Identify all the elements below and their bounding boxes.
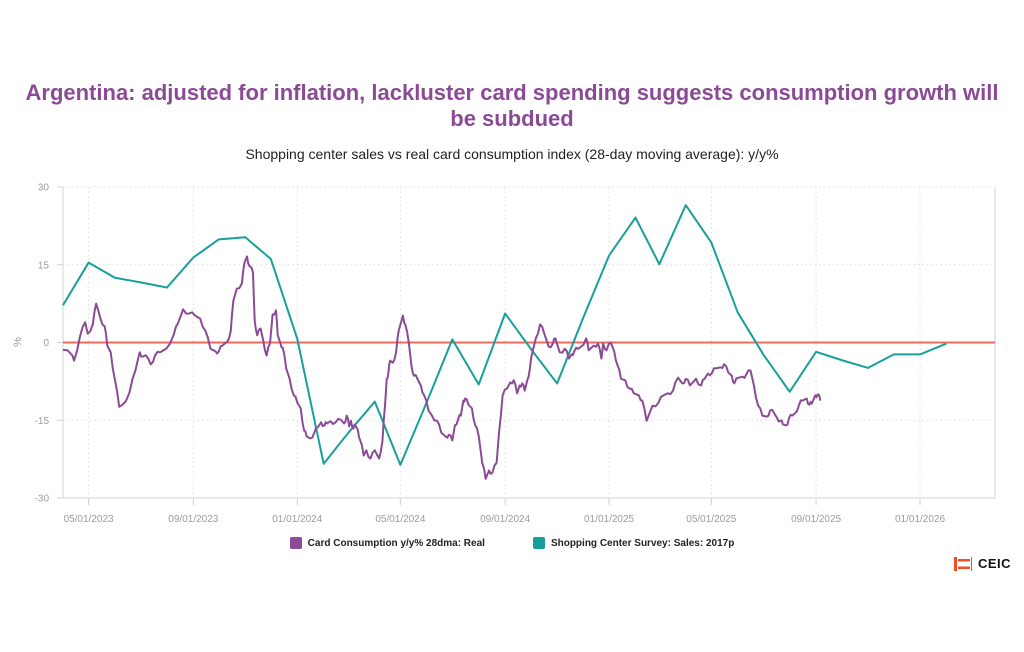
series-line-card-consumption <box>62 255 822 480</box>
legend-label: Shopping Center Survey: Sales: 2017p <box>550 537 735 549</box>
x-tick-label: 09/01/2024 <box>480 514 530 525</box>
axes: 30 15 0 -15 -30 05/01/2023 09/01/2023 01/01/202… <box>35 183 996 525</box>
y-tick-label: -15 <box>35 416 50 427</box>
ceic-logo-icon <box>954 556 972 571</box>
ceic-logo-text: CEIC <box>978 556 1012 571</box>
legend-swatch <box>532 537 545 549</box>
y-axis-label: % <box>12 337 24 347</box>
x-tick-label: 09/01/2025 <box>791 514 841 525</box>
x-tick-label: 05/01/2025 <box>686 514 736 525</box>
series-layer <box>62 0 995 480</box>
x-tick-label: 05/01/2023 <box>64 514 114 525</box>
x-tick-label: 09/01/2023 <box>168 514 218 525</box>
legend-label: Card Consumption y/y% 28dma: Real <box>307 537 485 549</box>
legend-swatch <box>289 537 302 549</box>
x-tick-label: 05/01/2024 <box>375 514 425 525</box>
y-tick-label: 30 <box>38 183 50 194</box>
legend-item-card-consumption[interactable]: Card Consumption y/y% 28dma: Real <box>289 537 485 549</box>
ceic-logo: CEIC <box>954 556 1011 571</box>
legend: Card Consumption y/y% 28dma: Real Shoppi… <box>0 537 1024 549</box>
y-tick-label: -30 <box>35 494 50 505</box>
y-tick-label: 0 <box>43 338 49 349</box>
legend-item-shopping-center[interactable]: Shopping Center Survey: Sales: 2017p <box>532 537 735 549</box>
chart-title: Argentina: adjusted for inflation, lackl… <box>25 80 999 131</box>
x-tick-label: 01/01/2026 <box>895 514 945 525</box>
y-tick-label: 15 <box>38 260 50 271</box>
chart-subtitle: Shopping center sales vs real card consu… <box>245 146 779 162</box>
x-tick-label: 01/01/2024 <box>272 514 322 525</box>
x-tick-label: 01/01/2025 <box>584 514 634 525</box>
